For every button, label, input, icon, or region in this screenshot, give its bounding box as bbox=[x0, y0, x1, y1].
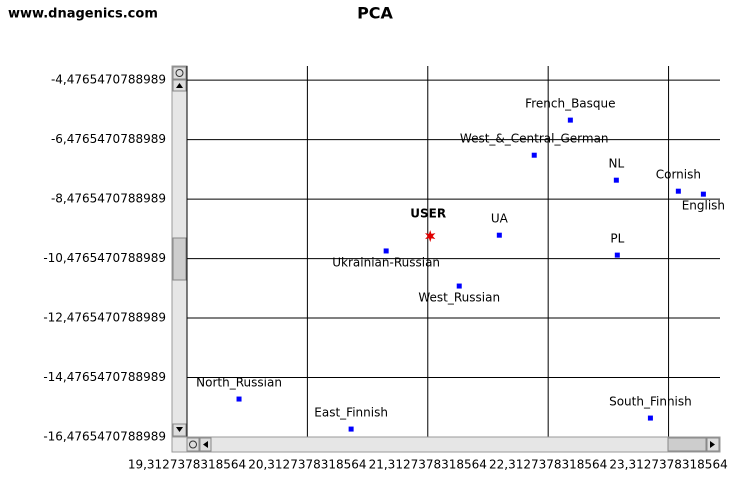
data-point bbox=[700, 191, 706, 197]
point-label: English bbox=[682, 199, 725, 213]
highlight-point bbox=[425, 230, 436, 243]
data-point bbox=[614, 252, 620, 258]
horizontal-scrollbar[interactable] bbox=[171, 436, 721, 453]
point-label: PL bbox=[610, 232, 624, 246]
point-label: West_Russian bbox=[418, 291, 500, 305]
data-point bbox=[383, 248, 389, 254]
point-label: South_Finnish bbox=[609, 395, 692, 409]
chart-title: PCA bbox=[357, 4, 393, 23]
point-label: French_Basque bbox=[525, 97, 615, 111]
plot-area bbox=[187, 66, 720, 437]
point-label: West_&_Central_German bbox=[460, 132, 609, 146]
y-tick-label: -4,4765470788989 bbox=[51, 73, 166, 87]
vertical-scrollbar[interactable] bbox=[171, 65, 188, 438]
x-tick-label: 19,3127378318564 bbox=[128, 458, 246, 472]
data-point bbox=[496, 232, 502, 238]
data-point bbox=[647, 415, 653, 421]
x-tick-label: 22,3127378318564 bbox=[489, 458, 607, 472]
y-tick-label: -10,4765470788989 bbox=[43, 251, 166, 265]
point-label: Ukrainian-Russian bbox=[332, 255, 440, 269]
site-name: www.dnagenics.com bbox=[8, 7, 158, 22]
point-label: East_Finnish bbox=[314, 406, 388, 420]
y-tick-label: -14,4765470788989 bbox=[43, 370, 166, 384]
data-point bbox=[236, 396, 242, 402]
x-tick-label: 20,3127378318564 bbox=[248, 458, 366, 472]
y-tick-label: -6,4765470788989 bbox=[51, 132, 166, 146]
data-point bbox=[348, 426, 354, 432]
data-point bbox=[567, 117, 573, 123]
data-point bbox=[675, 188, 681, 194]
x-tick-label: 23,3127378318564 bbox=[609, 458, 727, 472]
x-tick-label: 21,3127378318564 bbox=[369, 458, 487, 472]
data-point bbox=[613, 177, 619, 183]
y-tick-label: -8,4765470788989 bbox=[51, 192, 166, 206]
y-tick-label: -16,4765470788989 bbox=[43, 430, 166, 444]
data-point bbox=[456, 283, 462, 289]
point-label: Cornish bbox=[656, 168, 701, 182]
point-label: North_Russian bbox=[196, 376, 282, 390]
y-tick-label: -12,4765470788989 bbox=[43, 311, 166, 325]
point-label: UA bbox=[491, 212, 509, 226]
point-label: NL bbox=[609, 157, 625, 171]
data-point bbox=[531, 152, 537, 158]
highlight-label: USER bbox=[410, 207, 446, 221]
